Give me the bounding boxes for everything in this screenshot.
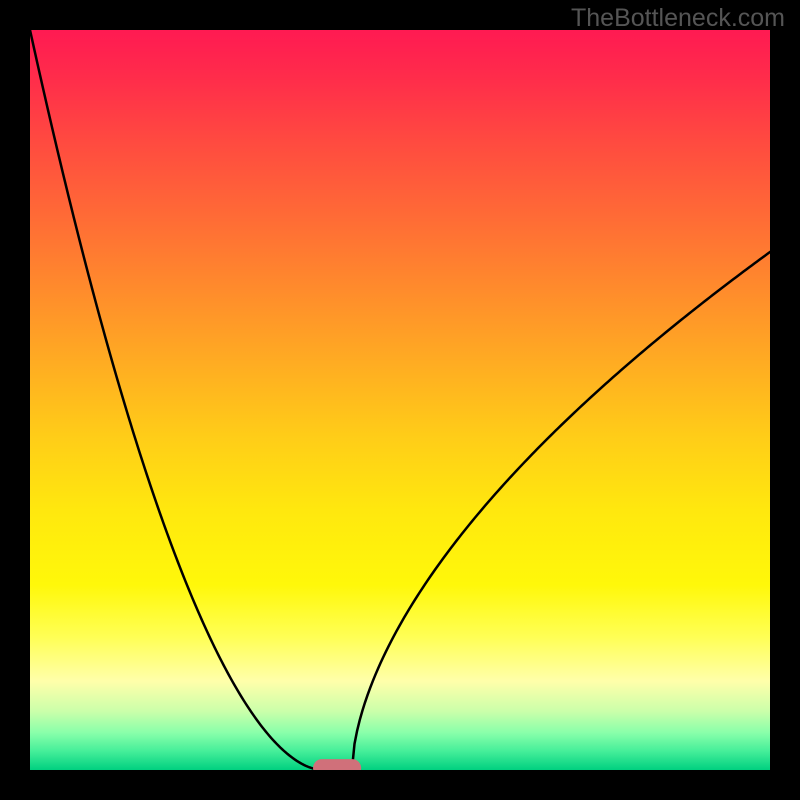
- chart-background: [30, 30, 770, 770]
- watermark-text: TheBottleneck.com: [571, 4, 785, 33]
- bottleneck-marker: [313, 759, 361, 770]
- bottleneck-chart: [30, 30, 770, 770]
